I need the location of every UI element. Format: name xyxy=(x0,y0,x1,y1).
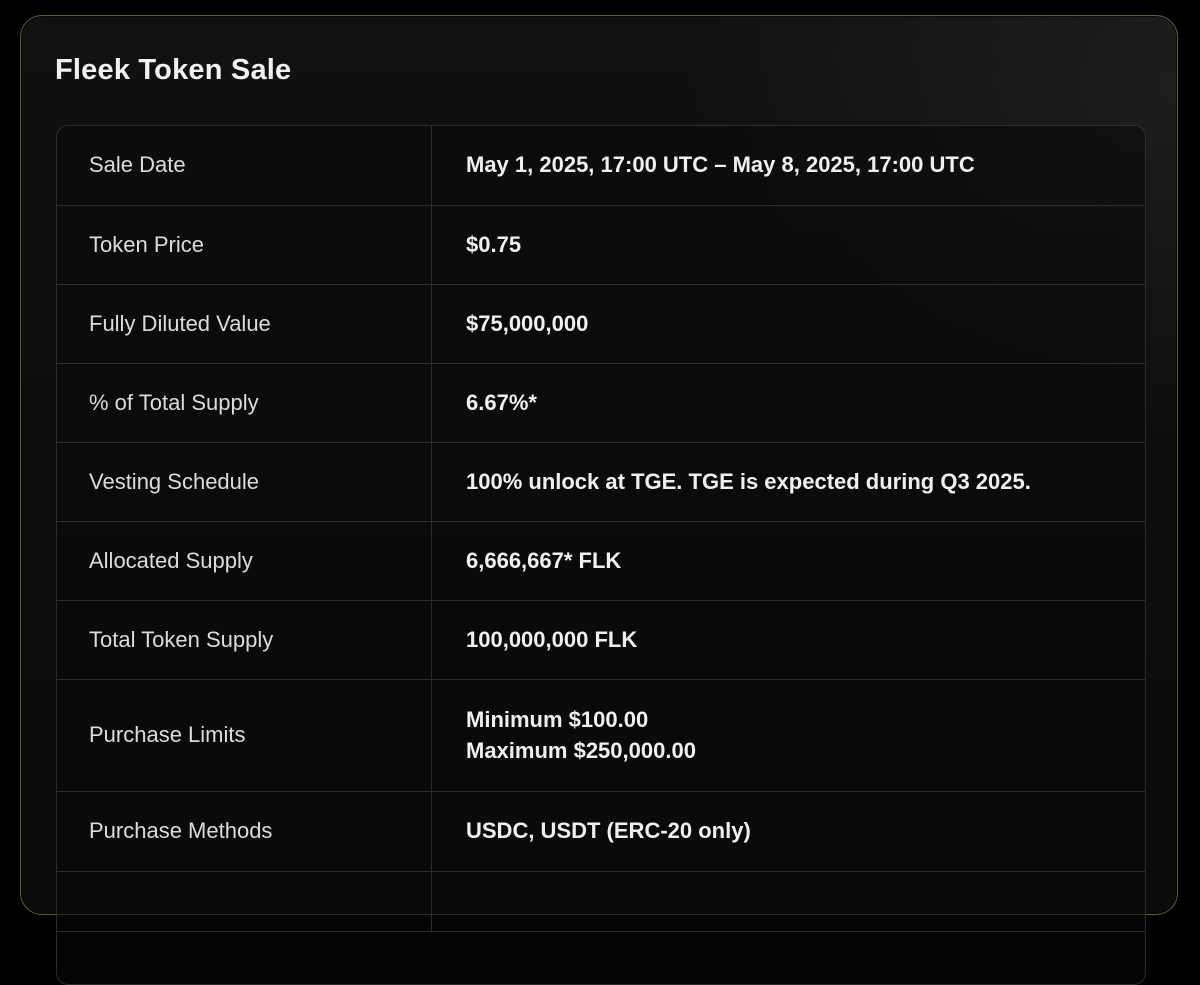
row-label: Sale Date xyxy=(57,126,432,206)
table-row-allocated-supply: Allocated Supply 6,666,667* FLK xyxy=(57,521,1145,601)
table-row-total-token-supply: Total Token Supply 100,000,000 FLK xyxy=(57,600,1145,680)
row-value: Minimum $100.00 Maximum $250,000.00 xyxy=(431,679,1145,792)
row-value: $0.75 xyxy=(431,205,1145,285)
table-row-purchase-limits: Purchase Limits Minimum $100.00 Maximum … xyxy=(57,679,1145,792)
row-value: USDC, USDT (ERC-20 only) xyxy=(431,791,1145,872)
row-label: Token Price xyxy=(57,205,432,285)
sale-details-table: Sale Date May 1, 2025, 17:00 UTC – May 8… xyxy=(56,125,1146,985)
row-value: 100% unlock at TGE. TGE is expected duri… xyxy=(431,442,1145,522)
table-row-partial xyxy=(57,871,1145,932)
token-sale-card: Fleek Token Sale Sale Date May 1, 2025, … xyxy=(20,15,1178,985)
row-value: May 1, 2025, 17:00 UTC – May 8, 2025, 17… xyxy=(431,126,1145,206)
table-row-vesting-schedule: Vesting Schedule 100% unlock at TGE. TGE… xyxy=(57,442,1145,522)
table-row-total-supply-percent: % of Total Supply 6.67%* xyxy=(57,363,1145,443)
row-label: Fully Diluted Value xyxy=(57,284,432,364)
row-label: Allocated Supply xyxy=(57,521,432,601)
row-label: Purchase Methods xyxy=(57,791,432,872)
table-row-purchase-methods: Purchase Methods USDC, USDT (ERC-20 only… xyxy=(57,791,1145,872)
page-title: Fleek Token Sale xyxy=(55,54,292,86)
row-label: % of Total Supply xyxy=(57,363,432,443)
row-value xyxy=(431,871,1145,932)
row-label: Vesting Schedule xyxy=(57,442,432,522)
row-label: Total Token Supply xyxy=(57,600,432,680)
row-label xyxy=(57,871,432,932)
row-label: Purchase Limits xyxy=(57,679,432,792)
table-row-token-price: Token Price $0.75 xyxy=(57,205,1145,285)
row-value: 100,000,000 FLK xyxy=(431,600,1145,680)
minimum-limit: Minimum $100.00 xyxy=(466,707,649,732)
table-row-fully-diluted-value: Fully Diluted Value $75,000,000 xyxy=(57,284,1145,364)
row-value: $75,000,000 xyxy=(431,284,1145,364)
row-value: 6.67%* xyxy=(431,363,1145,443)
row-value: 6,666,667* FLK xyxy=(431,521,1145,601)
table-row-sale-date: Sale Date May 1, 2025, 17:00 UTC – May 8… xyxy=(57,126,1145,206)
maximum-limit: Maximum $250,000.00 xyxy=(466,738,696,763)
